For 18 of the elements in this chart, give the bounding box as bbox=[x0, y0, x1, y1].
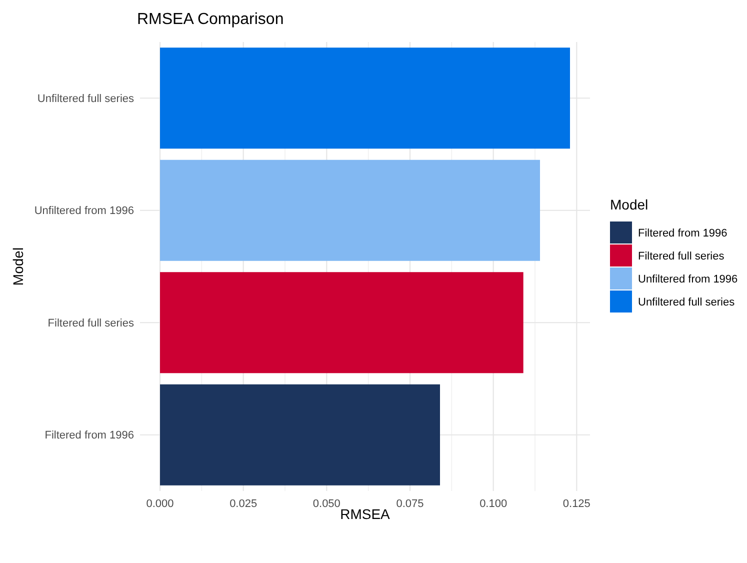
y-tick-label: Filtered from 1996 bbox=[44, 430, 134, 442]
x-tick-label: 0.000 bbox=[146, 498, 174, 510]
y-tick-label: Unfiltered full series bbox=[37, 92, 134, 105]
y-tick-label: Filtered full series bbox=[48, 317, 134, 330]
y-tick-label: Unfiltered from 1996 bbox=[34, 205, 134, 218]
legend-title: Model bbox=[610, 196, 648, 212]
legend-label: Filtered full series bbox=[638, 250, 725, 262]
x-tick-label: 0.050 bbox=[312, 498, 340, 510]
y-axis-title: Model bbox=[10, 247, 26, 286]
x-tick-label: 0.100 bbox=[480, 498, 508, 510]
legend-label: Unfiltered full series bbox=[638, 296, 736, 308]
x-tick-label: 0.025 bbox=[230, 498, 258, 510]
legend-label: Filtered from 1996 bbox=[638, 227, 728, 240]
x-tick-label: 0.075 bbox=[396, 498, 424, 510]
chart-title: RMSEA Comparison bbox=[137, 11, 284, 28]
legend-label: Unfiltered from 1996 bbox=[638, 273, 738, 286]
x-tick-label: 0.125 bbox=[562, 498, 590, 510]
x-axis-title: RMSEA bbox=[340, 506, 391, 522]
